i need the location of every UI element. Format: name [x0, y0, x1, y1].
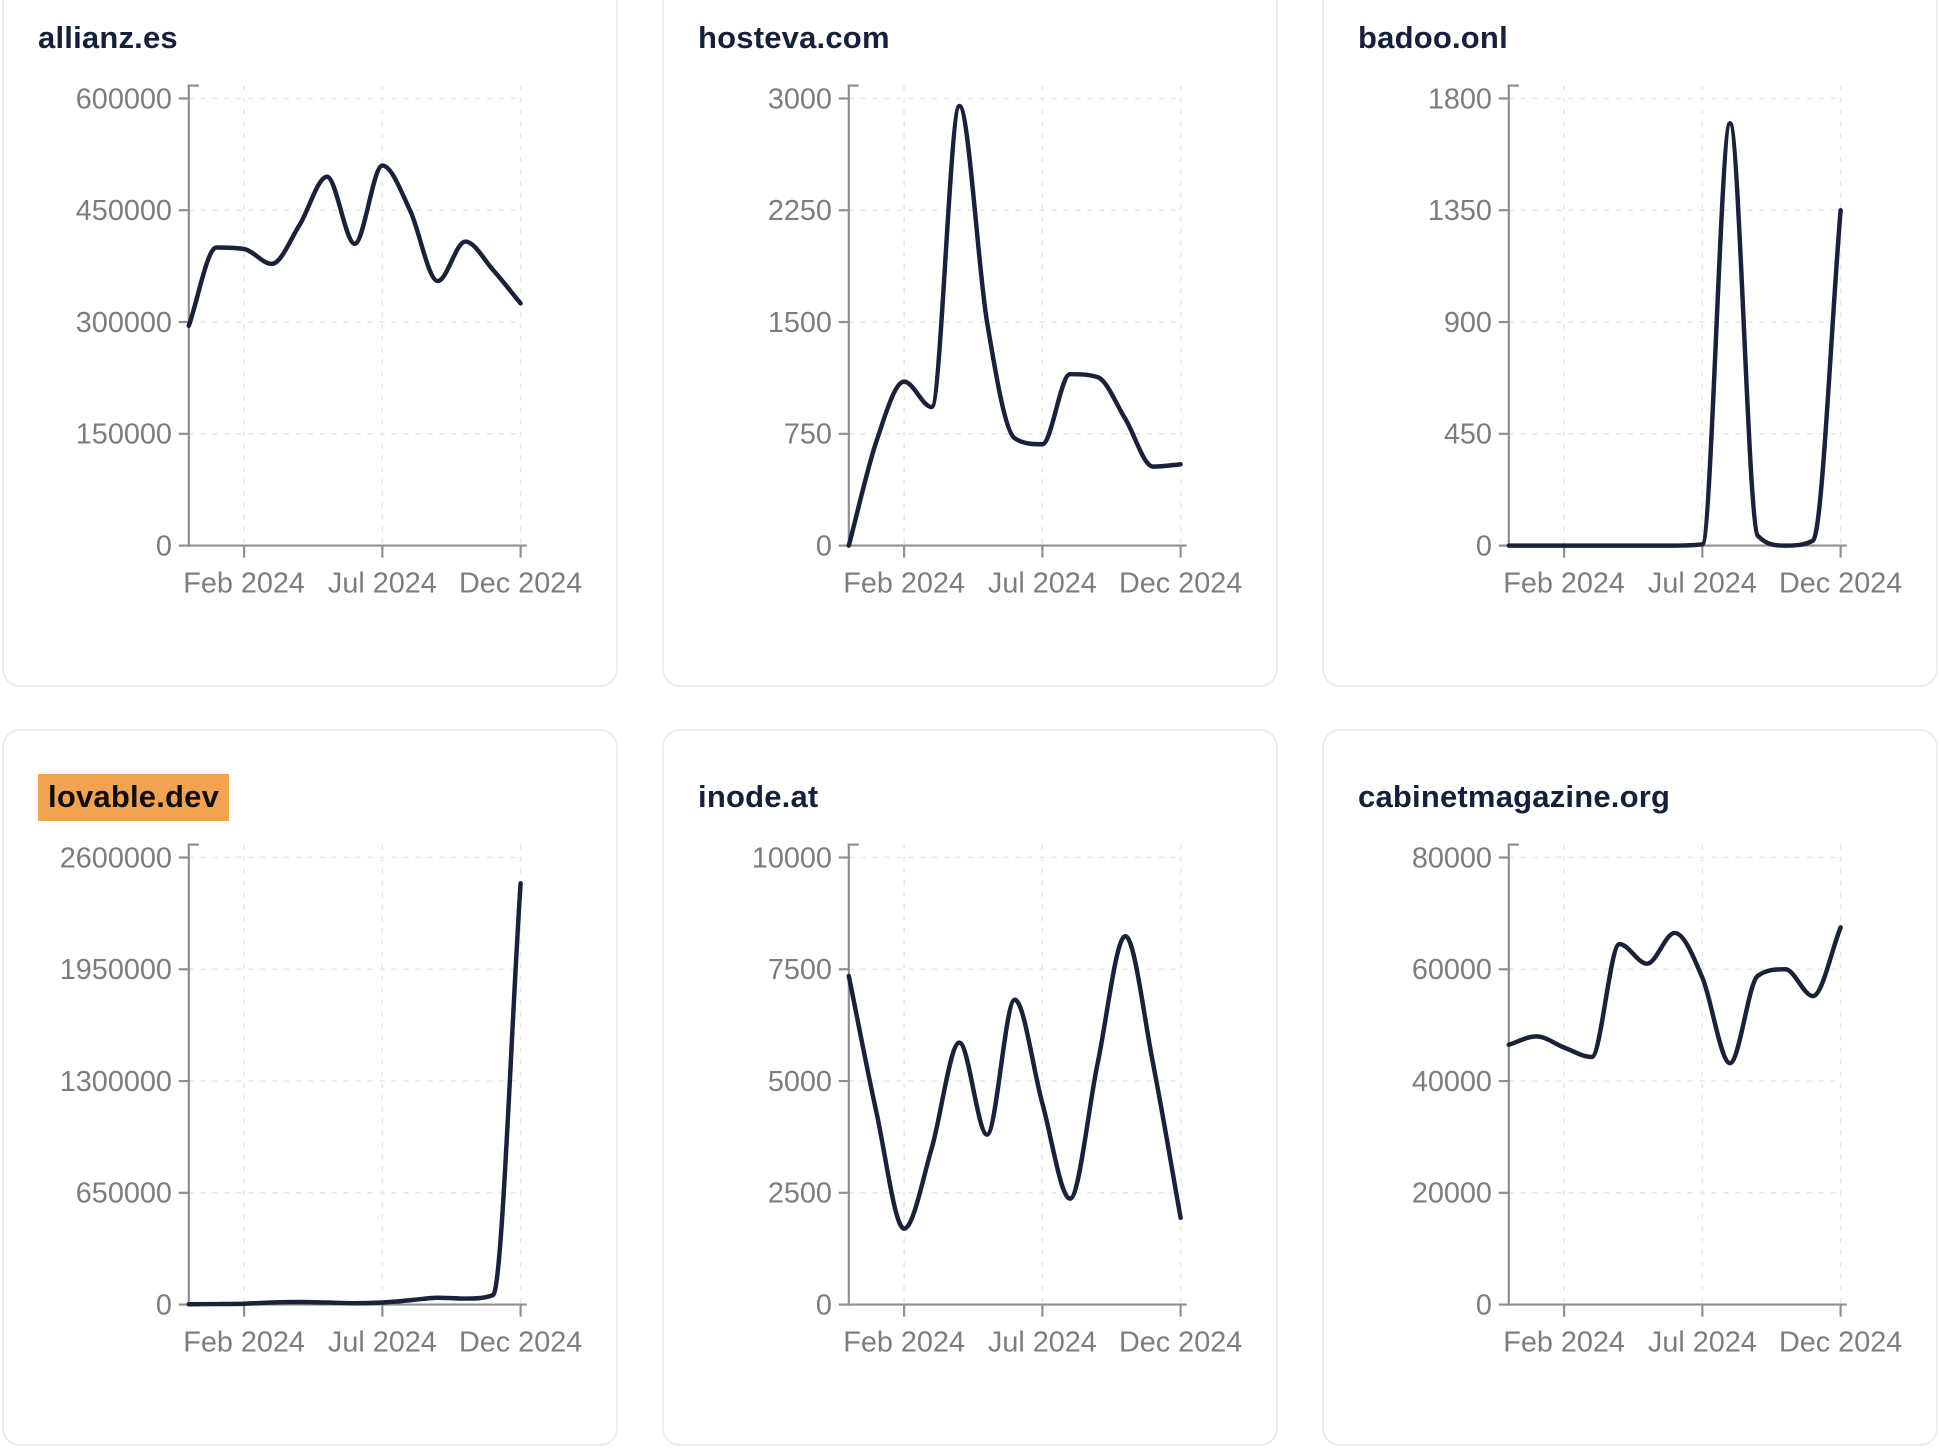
svg-text:Dec 2024: Dec 2024: [1779, 567, 1902, 599]
svg-text:600000: 600000: [76, 83, 172, 115]
grid-layer: [1508, 85, 1842, 546]
svg-text:Feb 2024: Feb 2024: [1503, 567, 1625, 599]
chart-title-row: cabinetmagazine.org: [1358, 779, 1670, 815]
series-line: [1506, 925, 1843, 1066]
svg-text:40000: 40000: [1412, 1066, 1492, 1098]
tick-labels: 0 150000 300000 450000 600000 Feb 2024 Jul 202…: [76, 83, 582, 599]
tick-labels: 0 2500 5000 7500 10000 Feb 2024 Jul 2024 Dec 20…: [752, 842, 1242, 1358]
svg-text:Jul 2024: Jul 2024: [328, 1326, 437, 1358]
svg-text:Jul 2024: Jul 2024: [328, 567, 437, 599]
series-line: [186, 163, 523, 329]
svg-text:0: 0: [1476, 1290, 1492, 1322]
svg-text:300000: 300000: [76, 307, 172, 339]
svg-text:Jul 2024: Jul 2024: [1648, 1326, 1757, 1358]
chart-card: lovable.dev 0 650000 1300000 1950000 2600000…: [2, 729, 618, 1446]
axis-layer: [1498, 84, 1847, 558]
svg-text:1500: 1500: [768, 307, 832, 339]
axis-layer: [838, 843, 1187, 1317]
chart-title-row: hosteva.com: [698, 20, 890, 56]
svg-text:Feb 2024: Feb 2024: [843, 1326, 965, 1358]
chart-title-row: badoo.onl: [1358, 20, 1508, 56]
chart-title: cabinetmagazine.org: [1358, 779, 1671, 814]
svg-text:Dec 2024: Dec 2024: [1119, 1326, 1242, 1358]
line-chart: 0 450 900 1350 1800 Feb 2024 Jul 2024 Dec 2024: [1428, 83, 1902, 599]
grid-layer: [188, 844, 522, 1305]
series-line: [186, 881, 523, 1307]
line-chart: 0 20000 40000 60000 80000 Feb 2024 Jul 2024 Dec…: [1412, 842, 1902, 1358]
svg-text:0: 0: [816, 1290, 832, 1322]
tick-labels: 0 450 900 1350 1800 Feb 2024 Jul 2024 Dec 2024: [1428, 83, 1902, 599]
svg-text:5000: 5000: [768, 1066, 832, 1098]
axis-layer: [178, 84, 527, 558]
svg-text:150000: 150000: [76, 419, 172, 451]
tick-labels: 0 20000 40000 60000 80000 Feb 2024 Jul 2024 Dec…: [1412, 842, 1902, 1358]
svg-text:Dec 2024: Dec 2024: [459, 1326, 582, 1358]
axis-layer: [178, 843, 527, 1317]
grid-layer: [188, 85, 522, 546]
svg-text:0: 0: [816, 531, 832, 563]
svg-text:0: 0: [1476, 531, 1492, 563]
axis-layer: [838, 84, 1187, 558]
chart-card: allianz.es 0 150000 300000 450000 600000 Feb …: [2, 0, 618, 687]
chart-title: hosteva.com: [698, 20, 890, 55]
svg-text:650000: 650000: [76, 1178, 172, 1210]
svg-text:750: 750: [784, 419, 832, 451]
svg-text:10000: 10000: [752, 842, 832, 874]
chart-title-row: inode.at: [698, 779, 818, 815]
svg-text:1800: 1800: [1428, 83, 1492, 115]
series-line: [1506, 121, 1843, 548]
chart-card: badoo.onl 0 450 900 1350 1800 Feb 2024 Jul 202…: [1322, 0, 1938, 687]
svg-text:Dec 2024: Dec 2024: [1779, 1326, 1902, 1358]
chart-title-row: allianz.es: [38, 20, 178, 56]
tick-labels: 0 750 1500 2250 3000 Feb 2024 Jul 2024 Dec 2024: [768, 83, 1242, 599]
chart-card: cabinetmagazine.org 0 20000 40000 60000 8000…: [1322, 729, 1938, 1446]
line-chart: 0 150000 300000 450000 600000 Feb 2024 Jul 202…: [76, 83, 582, 599]
svg-text:3000: 3000: [768, 83, 832, 115]
svg-text:Jul 2024: Jul 2024: [988, 567, 1097, 599]
svg-text:Dec 2024: Dec 2024: [1119, 567, 1242, 599]
svg-text:1350: 1350: [1428, 195, 1492, 227]
svg-text:2250: 2250: [768, 195, 832, 227]
chart-title: inode.at: [698, 779, 819, 814]
svg-text:80000: 80000: [1412, 842, 1492, 874]
chart-card: inode.at 0 2500 5000 7500 10000 Feb 2024 Jul 2…: [662, 729, 1278, 1446]
svg-text:0: 0: [156, 1290, 172, 1322]
svg-text:2500: 2500: [768, 1178, 832, 1210]
chart-title: badoo.onl: [1358, 20, 1508, 55]
svg-text:450: 450: [1444, 419, 1492, 451]
svg-text:Dec 2024: Dec 2024: [459, 567, 582, 599]
chart-title-row: lovable.dev: [38, 774, 230, 821]
svg-text:Jul 2024: Jul 2024: [988, 1326, 1097, 1358]
svg-text:20000: 20000: [1412, 1178, 1492, 1210]
line-chart: 0 2500 5000 7500 10000 Feb 2024 Jul 2024 Dec 20…: [752, 842, 1242, 1358]
chart-card: hosteva.com 0 750 1500 2250 3000 Feb 2024 Jul …: [662, 0, 1278, 687]
line-chart: 0 650000 1300000 1950000 2600000 Feb 2024 Jul …: [60, 842, 582, 1358]
svg-text:Feb 2024: Feb 2024: [1503, 1326, 1625, 1358]
chart-title: lovable.dev: [38, 774, 230, 821]
svg-text:1950000: 1950000: [60, 954, 172, 986]
grid-layer: [1508, 844, 1842, 1305]
line-chart: 0 750 1500 2250 3000 Feb 2024 Jul 2024 Dec 2024: [768, 83, 1242, 599]
svg-text:900: 900: [1444, 307, 1492, 339]
svg-text:2600000: 2600000: [60, 842, 172, 874]
svg-text:Feb 2024: Feb 2024: [183, 1326, 305, 1358]
svg-text:Feb 2024: Feb 2024: [843, 567, 965, 599]
svg-text:Feb 2024: Feb 2024: [183, 567, 305, 599]
series-line: [846, 103, 1183, 548]
svg-text:450000: 450000: [76, 195, 172, 227]
svg-text:Jul 2024: Jul 2024: [1648, 567, 1757, 599]
svg-text:1300000: 1300000: [60, 1066, 172, 1098]
svg-text:0: 0: [156, 531, 172, 563]
chart-title: allianz.es: [38, 20, 178, 55]
tick-labels: 0 650000 1300000 1950000 2600000 Feb 2024 Jul …: [60, 842, 582, 1358]
svg-text:60000: 60000: [1412, 954, 1492, 986]
svg-text:7500: 7500: [768, 954, 832, 986]
series-line: [846, 933, 1183, 1231]
grid-layer: [848, 844, 1182, 1305]
axis-layer: [1498, 843, 1847, 1317]
grid-layer: [848, 85, 1182, 546]
